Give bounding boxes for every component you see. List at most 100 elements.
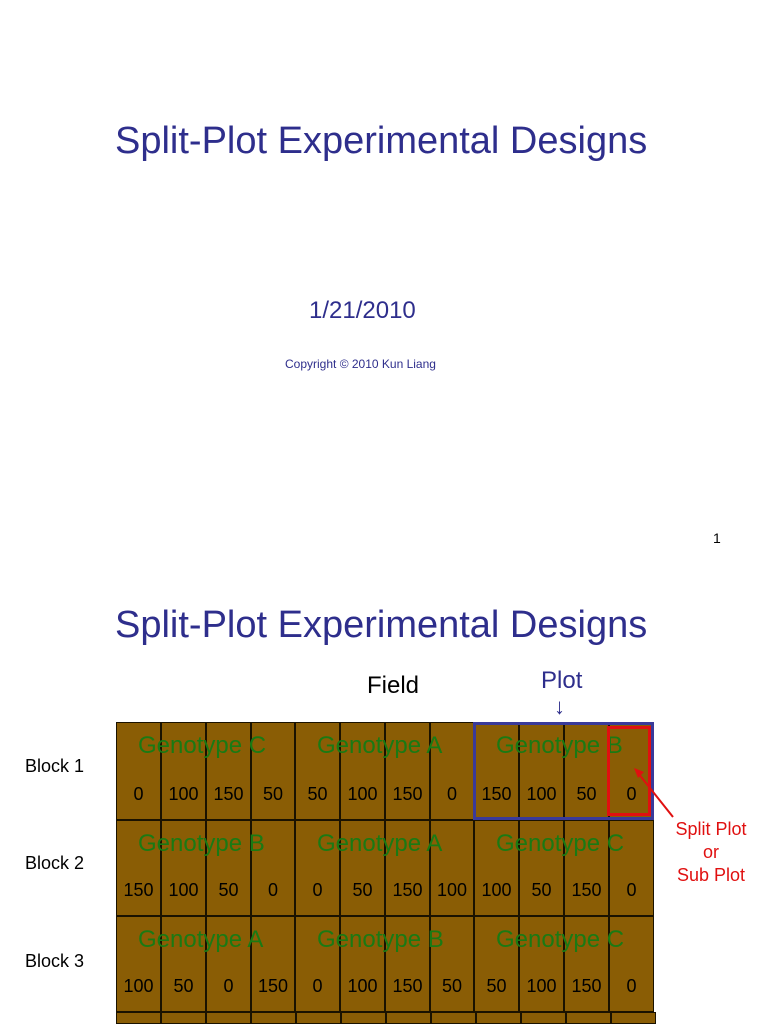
subplot-cell xyxy=(340,722,385,820)
subplot-cell xyxy=(431,1012,476,1024)
genotype-label: Genotype C xyxy=(496,926,625,953)
genotype-label: Genotype B xyxy=(496,732,623,759)
rate-value: 0 xyxy=(223,976,234,996)
subplot-cell xyxy=(161,722,206,820)
rate-value: 0 xyxy=(312,880,323,900)
slide1-title: Split-Plot Experimental Designs xyxy=(115,120,648,162)
rate-value: 0 xyxy=(133,784,144,804)
plot-highlight xyxy=(473,722,654,820)
subplot-cell xyxy=(519,722,564,820)
block-label: Block 2 xyxy=(25,853,85,873)
subplot-cell xyxy=(206,1012,251,1024)
subplot-cell xyxy=(564,722,609,820)
subplot-cell xyxy=(430,820,474,916)
page-number: 1 xyxy=(713,530,721,546)
genotype-label: Genotype A xyxy=(138,926,264,953)
subplot-cell xyxy=(116,1012,161,1024)
genotype-label: Genotype C xyxy=(138,732,267,759)
rate-value: 100 xyxy=(347,784,378,804)
subplot-cell xyxy=(206,722,251,820)
plot-arrow-icon: ↓ xyxy=(554,694,565,719)
rate-value: 150 xyxy=(571,976,602,996)
rate-value: 0 xyxy=(312,976,323,996)
subplot-cell xyxy=(251,722,295,820)
split-or-text: or xyxy=(702,842,719,862)
subplot-cell xyxy=(161,820,206,916)
subplot-cell xyxy=(295,916,340,1012)
subplot-cell xyxy=(609,820,654,916)
subplot-cell xyxy=(564,916,609,1012)
rate-value: 50 xyxy=(307,784,328,804)
subplot-cell xyxy=(430,722,474,820)
rate-value: 100 xyxy=(436,880,468,900)
rate-value: 0 xyxy=(626,784,637,804)
subplot-cell xyxy=(476,1012,521,1024)
rate-value: 100 xyxy=(347,976,378,996)
rate-value: 50 xyxy=(352,880,373,900)
subplot-cell xyxy=(295,722,340,820)
subplot-cell xyxy=(251,916,295,1012)
rate-value: 150 xyxy=(481,784,512,804)
genotype-label: Genotype B xyxy=(317,926,444,953)
subplot-cell xyxy=(116,916,161,1012)
subplot-cell xyxy=(474,916,519,1012)
rate-value: 150 xyxy=(213,784,244,804)
subplot-cell xyxy=(340,916,385,1012)
subplot-cell xyxy=(519,820,564,916)
rate-value: 50 xyxy=(218,880,239,900)
subplot-cell xyxy=(566,1012,611,1024)
genotype-label: Genotype C xyxy=(496,830,625,857)
rate-value: 0 xyxy=(626,976,637,996)
rate-value: 100 xyxy=(526,784,557,804)
split-plot-label: Split Plot or Sub Plot xyxy=(664,818,758,887)
subplot-cell xyxy=(341,1012,386,1024)
genotype-label: Genotype A xyxy=(317,830,443,857)
rate-value: 150 xyxy=(392,784,423,804)
subplot-cell xyxy=(609,916,654,1012)
rate-value: 50 xyxy=(486,976,507,996)
subplot-cell xyxy=(251,820,295,916)
subplot-cell xyxy=(430,916,474,1012)
subplot-cell xyxy=(161,1012,206,1024)
sub-plot-text: Sub Plot xyxy=(676,865,746,885)
genotype-label: Genotype A xyxy=(317,732,443,759)
slide1-date: 1/21/2010 xyxy=(309,297,416,324)
rate-value: 100 xyxy=(526,976,557,996)
subplot-cell xyxy=(295,820,340,916)
rate-value: 150 xyxy=(257,976,289,996)
rate-value: 100 xyxy=(168,784,199,804)
block-label: Block 1 xyxy=(25,756,85,776)
split-plot-arrow-icon xyxy=(634,768,674,818)
field-label: Field xyxy=(367,672,420,699)
subplot-cell xyxy=(116,820,161,916)
rate-value: 50 xyxy=(173,976,194,996)
rate-value: 0 xyxy=(626,880,637,900)
subplot-cell xyxy=(116,722,161,820)
subplot-cell xyxy=(385,722,430,820)
rate-value: 50 xyxy=(531,880,552,900)
subplot-cell xyxy=(521,1012,566,1024)
subplot-cell xyxy=(564,820,609,916)
rate-value: 150 xyxy=(392,880,423,900)
subplot-cell xyxy=(206,916,251,1012)
rate-value: 50 xyxy=(441,976,463,996)
subplot-cell xyxy=(519,916,564,1012)
rate-value: 150 xyxy=(392,976,423,996)
rate-value: 0 xyxy=(267,880,278,900)
subplot-cell xyxy=(385,916,430,1012)
split-plot-highlight xyxy=(607,726,651,816)
rate-value: 0 xyxy=(446,784,457,804)
rate-value: 150 xyxy=(123,880,154,900)
slide2-title: Split-Plot Experimental Designs xyxy=(115,604,648,646)
subplot-cell xyxy=(386,1012,431,1024)
subplot-cell xyxy=(251,1012,296,1024)
genotype-label: Genotype B xyxy=(138,830,265,857)
rate-value: 100 xyxy=(123,976,154,996)
subplot-cell xyxy=(611,1012,656,1024)
plot-label: Plot xyxy=(541,667,583,694)
rate-value: 50 xyxy=(576,784,597,804)
subplot-cell xyxy=(385,820,430,916)
subplot-cell xyxy=(474,820,519,916)
block-label: Block 3 xyxy=(25,951,85,971)
split-plot-text: Split Plot xyxy=(675,819,747,839)
